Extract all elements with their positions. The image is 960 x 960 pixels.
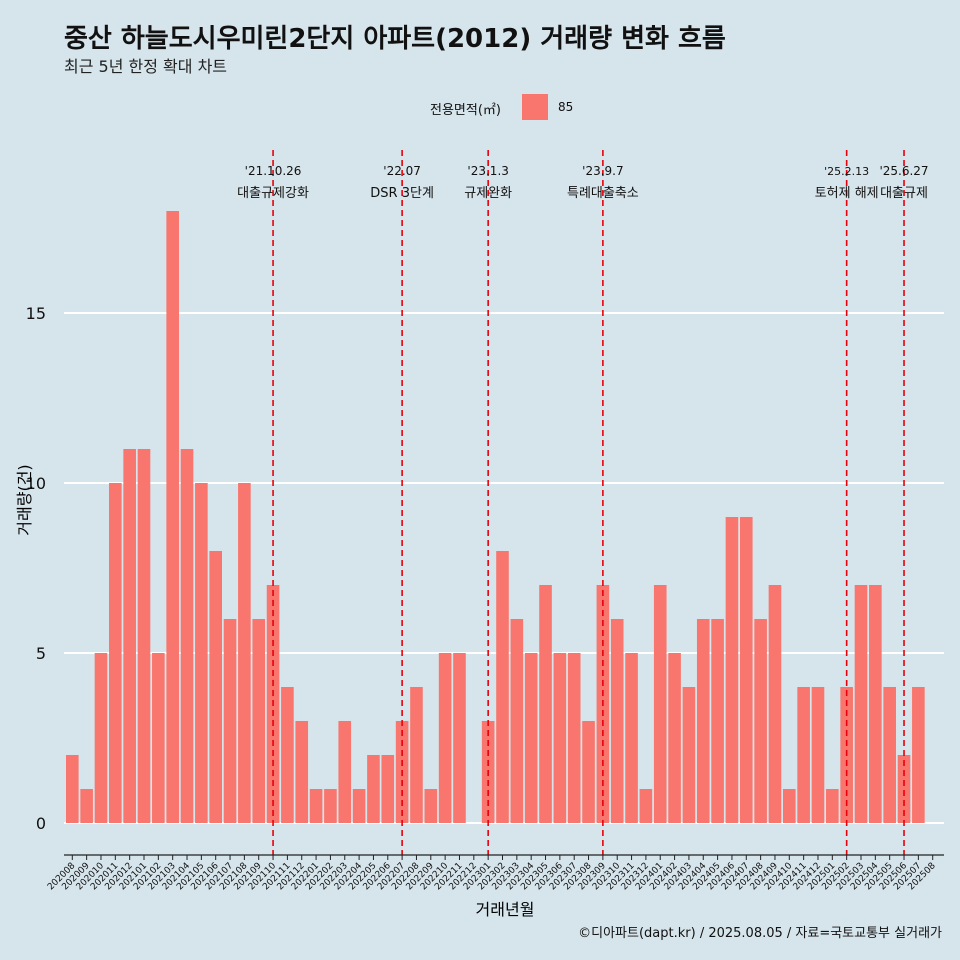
bar-202305	[539, 585, 552, 823]
bar-202109	[252, 619, 266, 823]
bar-202211	[453, 653, 466, 823]
event-markers: '21.10.26 대출규제강화 '22.07 DSR 3단계 '23.1.3 규제완화 '…	[237, 150, 929, 855]
bar-202009	[80, 789, 93, 823]
bar-202203	[338, 721, 352, 823]
bar-202308	[582, 721, 595, 823]
bar-202302	[496, 551, 509, 823]
bar-202106	[209, 551, 222, 823]
bar-202105	[195, 483, 208, 823]
caption: ©디아파트(dapt.kr) / 2025.08.05 / 자료=국토교통부 실…	[578, 926, 942, 941]
chart-title: 중산 하늘도시우미린2단지 아파트(2012) 거래량 변화 흐름	[64, 24, 726, 54]
y-axis-label: 거래량(건)	[15, 464, 34, 535]
y-tick-label-0: 0	[36, 814, 46, 833]
bar-202111	[281, 687, 294, 823]
event-label-202301: 규제완화	[464, 186, 512, 201]
event-label-202207: DSR 3단계	[370, 186, 434, 201]
bar-202306	[553, 653, 567, 823]
bar-202210	[438, 653, 452, 823]
bar-202209	[424, 789, 438, 823]
bar-202205	[367, 755, 380, 823]
bar-202412	[811, 687, 825, 823]
bar-202108	[238, 483, 251, 823]
axes: 2020082020092020102020112020122021012021…	[46, 854, 944, 892]
event-label-202506: 대출규제	[880, 186, 928, 201]
bar-202304	[524, 653, 538, 823]
bar-202407	[739, 517, 753, 823]
bar-202103	[166, 211, 179, 823]
bar-202403	[682, 687, 696, 823]
bar-202409	[768, 585, 782, 823]
event-label-202309: 특례대출축소	[567, 186, 639, 201]
bar-202504	[869, 585, 882, 823]
bar-202201	[309, 789, 323, 823]
y-tick-label-5: 5	[36, 644, 46, 663]
event-date-202207: '22.07	[383, 164, 421, 178]
bar-202112	[295, 721, 309, 823]
legend-label: 85	[558, 100, 574, 114]
bar-202311	[625, 653, 638, 823]
bar-202303	[510, 619, 524, 823]
bar-202307	[567, 653, 581, 823]
bar-202204	[352, 789, 366, 823]
event-date-202506: '25.6.27	[879, 164, 928, 178]
event-date-202502: '25.2.13	[824, 165, 869, 178]
legend-title: 전용면적(㎡)	[430, 103, 501, 118]
bar-202010	[94, 653, 108, 823]
bar-202312	[639, 789, 653, 823]
bar-202008	[66, 755, 79, 823]
bar-202012	[123, 449, 136, 823]
bar-202411	[797, 687, 810, 823]
bar-202503	[854, 585, 868, 823]
event-date-202110: '21.10.26	[245, 164, 302, 178]
x-axis-label: 거래년월	[476, 900, 535, 919]
bar-202506	[897, 755, 911, 823]
event-date-202309: '23.9.7	[582, 164, 623, 178]
bar-202405	[711, 619, 724, 823]
y-tick-label-15: 15	[26, 304, 46, 323]
event-label-202502: 토허제 해제	[815, 186, 879, 201]
bar-202505	[883, 687, 896, 823]
event-label-202110: 대출규제강화	[237, 186, 309, 201]
bar-202102	[152, 653, 165, 823]
bar-202011	[109, 483, 122, 823]
chart-subtitle: 최근 5년 한정 확대 차트	[64, 57, 228, 76]
bar-202401	[653, 585, 667, 823]
bar-202310	[610, 619, 624, 823]
bar-202104	[180, 449, 194, 823]
bar-202507	[912, 687, 925, 823]
bar-202404	[696, 619, 710, 823]
bar-202107	[223, 619, 237, 823]
bars	[66, 211, 925, 823]
bar-202410	[783, 789, 796, 823]
legend: 전용면적(㎡) 85	[0, 92, 960, 122]
bar-202408	[754, 619, 767, 823]
bar-202208	[410, 687, 423, 823]
bar-202402	[668, 653, 681, 823]
bar-202501	[826, 789, 839, 823]
legend-swatch	[522, 94, 548, 120]
bar-202406	[725, 517, 739, 823]
bar-202206	[381, 755, 395, 823]
bar-202202	[324, 789, 337, 823]
y-tick-label-10: 10	[26, 474, 46, 493]
bar-202101	[137, 449, 151, 823]
event-date-202301: '23.1.3	[467, 164, 508, 178]
